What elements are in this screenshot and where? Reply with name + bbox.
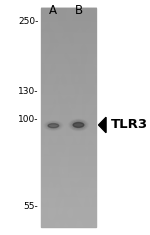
Text: 55-: 55- <box>24 202 38 211</box>
Text: 130-: 130- <box>18 87 38 96</box>
Text: B: B <box>74 4 83 17</box>
Text: TLR3: TLR3 <box>111 118 148 131</box>
Text: 250-: 250- <box>18 17 38 26</box>
Polygon shape <box>99 117 106 133</box>
Text: 100-: 100- <box>18 115 38 124</box>
Ellipse shape <box>73 122 84 127</box>
Bar <box>41 8 96 227</box>
Ellipse shape <box>48 124 59 128</box>
Ellipse shape <box>72 121 85 129</box>
Text: A: A <box>49 4 57 17</box>
